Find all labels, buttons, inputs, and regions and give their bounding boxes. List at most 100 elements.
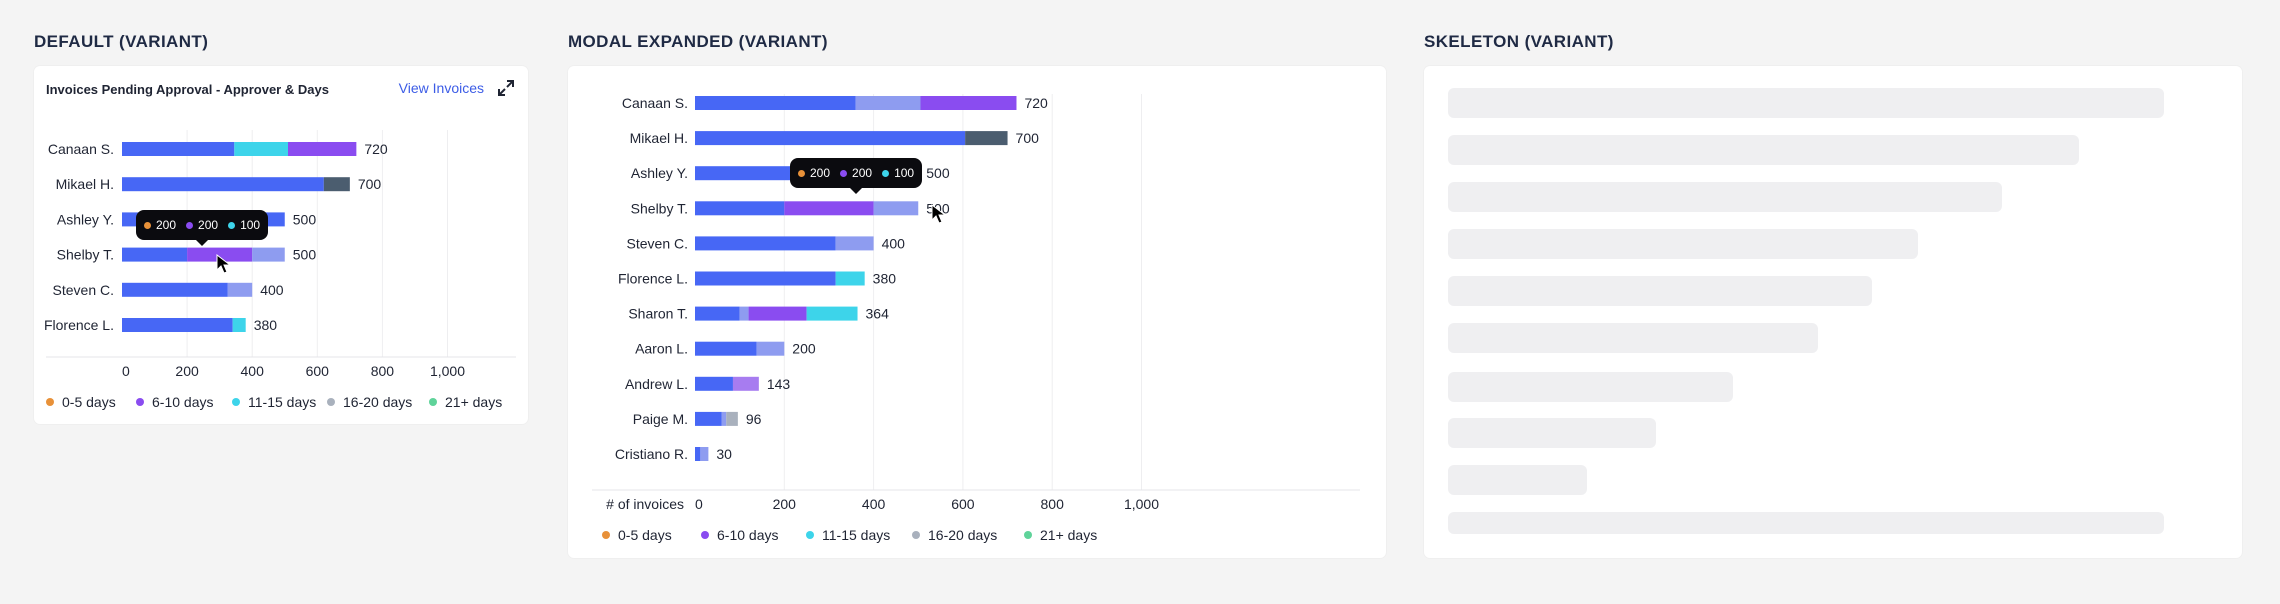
legend-label: 21+ days xyxy=(1040,527,1097,543)
bar-segment xyxy=(695,236,836,251)
x-tick-label: 1,000 xyxy=(1124,496,1159,512)
bar-segment xyxy=(732,376,759,391)
legend-label: 0-5 days xyxy=(618,527,672,543)
bar-segment xyxy=(965,131,1008,146)
row-label: Canaan S. xyxy=(622,95,688,111)
bar-value-label: 500 xyxy=(926,165,950,181)
bar-segment xyxy=(187,247,253,262)
default-chart-card: Invoices Pending Approval - Approver & D… xyxy=(34,66,528,424)
tooltip-value: 200 xyxy=(810,166,831,180)
bar-segment xyxy=(855,96,921,110)
row-label: Andrew L. xyxy=(625,376,688,392)
skeleton-placeholder-bar xyxy=(1448,512,2165,534)
legend-dot-icon xyxy=(912,531,920,539)
skeleton-placeholder-bar xyxy=(1448,229,1918,259)
tooltip-value: 100 xyxy=(240,218,261,232)
bar-value-label: 364 xyxy=(866,306,890,322)
bar-segment xyxy=(122,318,233,332)
tooltip-value: 200 xyxy=(198,218,219,232)
mouse-cursor-icon xyxy=(931,204,947,224)
bar-value-label: 400 xyxy=(260,282,284,298)
legend-dot-icon xyxy=(602,531,610,539)
skeleton-variant-title: SKELETON (VARIANT) xyxy=(1424,32,1614,51)
bar-value-label: 720 xyxy=(364,141,388,157)
tooltip-dot-icon xyxy=(882,169,890,177)
bar-value-label: 500 xyxy=(293,211,317,227)
bar-segment xyxy=(695,376,733,391)
legend-label: 6-10 days xyxy=(717,527,778,543)
bar-segment xyxy=(784,201,874,216)
legend-dot-icon xyxy=(806,531,814,539)
skeleton-placeholder-bar xyxy=(1448,88,2165,118)
row-label: Cristiano R. xyxy=(615,446,688,462)
skeleton-placeholder-bar xyxy=(1448,182,2003,212)
bar-segment xyxy=(756,341,785,356)
modal-chart-svg: 0 200 400 600 800 1,000 # of invoices Canaan S.… xyxy=(592,94,1360,543)
legend-label: 11-15 days xyxy=(248,394,316,410)
bar-segment xyxy=(726,411,738,426)
tooltip-dot-icon xyxy=(144,221,151,229)
bar-value-label: 720 xyxy=(1024,95,1048,111)
expand-icon[interactable] xyxy=(496,78,516,98)
legend-dot-icon xyxy=(136,398,144,406)
row-label: Ashley Y. xyxy=(631,165,688,181)
x-tick-label: 1,000 xyxy=(430,363,465,379)
legend-dot-icon xyxy=(232,398,240,406)
bar-segment xyxy=(695,341,757,356)
modal-variant-title: MODAL EXPANDED (VARIANT) xyxy=(568,32,828,51)
tooltip-item: 100 xyxy=(882,166,914,180)
tooltip-item: 200 xyxy=(798,166,830,180)
bar-segment xyxy=(234,142,289,156)
legend-label: 21+ days xyxy=(445,394,502,410)
bar-segment xyxy=(835,271,865,286)
bar-segment xyxy=(695,411,722,426)
bar-segment xyxy=(122,247,188,262)
modal-chart-card: 0 200 400 600 800 1,000 # of invoices Canaan S.… xyxy=(568,66,1386,558)
legend-label: 0-5 days xyxy=(62,394,116,410)
row-label: Sharon T. xyxy=(628,306,688,322)
bar-value-label: 700 xyxy=(1016,130,1040,146)
row-label: Florence L. xyxy=(44,317,114,333)
bar-value-label: 380 xyxy=(254,317,278,333)
legend-label: 16-20 days xyxy=(343,394,412,410)
row-label: Steven C. xyxy=(627,235,688,251)
bar-value-label: 30 xyxy=(716,446,732,462)
x-tick-label: 800 xyxy=(371,363,395,379)
tooltip-dot-icon xyxy=(228,221,236,229)
legend-dot-icon xyxy=(701,531,709,539)
tooltip-value: 200 xyxy=(156,218,177,232)
skeleton-placeholder-bar xyxy=(1448,418,1656,448)
card-title: Invoices Pending Approval - Approver & D… xyxy=(46,82,329,97)
bar-segment xyxy=(721,411,727,426)
x-tick-label: 600 xyxy=(951,496,975,512)
legend-dot-icon xyxy=(429,398,437,406)
row-label: Aaron L. xyxy=(635,341,688,357)
legend-label: 6-10 days xyxy=(152,394,213,410)
bar-value-label: 200 xyxy=(792,341,816,357)
tooltip-dot-icon xyxy=(798,169,805,177)
view-invoices-link[interactable]: View Invoices xyxy=(398,80,484,96)
bar-segment xyxy=(695,447,701,461)
x-tick-label: 200 xyxy=(175,363,199,379)
bar-value-label: 700 xyxy=(358,176,382,192)
default-variant-title: DEFAULT (VARIANT) xyxy=(34,32,209,51)
bar-segment xyxy=(873,201,919,216)
tooltip-dot-icon xyxy=(186,221,194,229)
x-tick-label: 800 xyxy=(1041,496,1065,512)
skeleton-placeholder-bar xyxy=(1448,276,1872,306)
row-label: Ashley Y. xyxy=(57,211,114,227)
legend-label: 16-20 days xyxy=(928,527,997,543)
bar-segment xyxy=(748,306,807,321)
row-label: Steven C. xyxy=(53,282,114,298)
skeleton-placeholder-bar xyxy=(1448,372,1733,402)
bar-value-label: 143 xyxy=(767,376,791,392)
bar-segment xyxy=(122,282,228,297)
bar-value-label: 400 xyxy=(882,235,906,251)
tooltip-dot-icon xyxy=(840,169,848,177)
skeleton-card xyxy=(1424,66,2242,558)
bar-segment xyxy=(695,96,856,110)
tooltip-item: 200 xyxy=(840,166,872,180)
legend-label: 11-15 days xyxy=(822,527,890,543)
bar-value-label: 500 xyxy=(293,247,317,263)
chart-tooltip: 200 200 100 xyxy=(790,158,923,194)
